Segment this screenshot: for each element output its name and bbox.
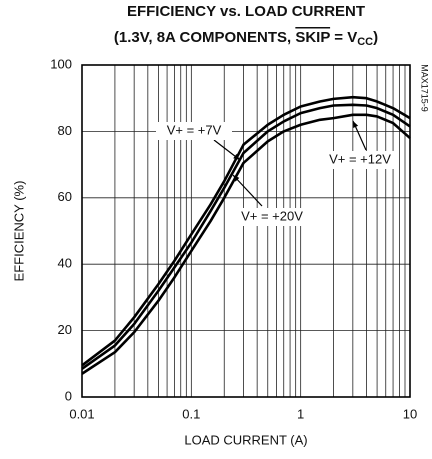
y-tick-label: 40 (58, 256, 72, 271)
subtitle-text: (1.3V, 8A COMPONENTS, (114, 29, 295, 46)
y-tick-label: 80 (58, 123, 72, 138)
subtitle-text: = V (330, 29, 357, 46)
arrow-head (233, 175, 240, 182)
chart-subtitle: (1.3V, 8A COMPONENTS, SKIP = VCC) (114, 29, 378, 48)
side-note: MAX1715-9 (420, 64, 430, 112)
series-label: V+ = +20V (241, 208, 303, 223)
x-tick-label: 0.01 (69, 406, 94, 421)
callout-arrow (232, 174, 263, 207)
subtitle-text: ) (373, 29, 378, 46)
chart-title: EFFICIENCY vs. LOAD CURRENT (127, 3, 365, 20)
callout-background (156, 122, 232, 140)
series-label: V+ = +12V (329, 151, 391, 166)
x-tick-label: 1 (297, 406, 304, 421)
line-series (81, 103, 411, 370)
arrow-head (233, 153, 240, 160)
y-tick-label: 60 (58, 189, 72, 204)
x-tick-label: 0.1 (182, 406, 200, 421)
subtitle-text: SKIP (295, 29, 330, 46)
y-tick-label: 100 (50, 56, 72, 71)
line-series (81, 113, 411, 375)
series-label: V+ = +7V (167, 122, 222, 137)
arrow-head (353, 121, 359, 128)
x-tick-label: 10 (403, 406, 417, 421)
x-axis-label: LOAD CURRENT (A) (184, 432, 307, 447)
callout-background (322, 151, 398, 169)
plot-frame (81, 64, 411, 398)
line-series (81, 95, 411, 367)
subtitle-text: CC (357, 36, 373, 48)
y-axis-label: EFFICIENCY (%) (11, 181, 26, 282)
y-tick-label: 20 (58, 322, 72, 337)
y-tick-label: 0 (65, 388, 72, 403)
callout-background (234, 208, 310, 226)
